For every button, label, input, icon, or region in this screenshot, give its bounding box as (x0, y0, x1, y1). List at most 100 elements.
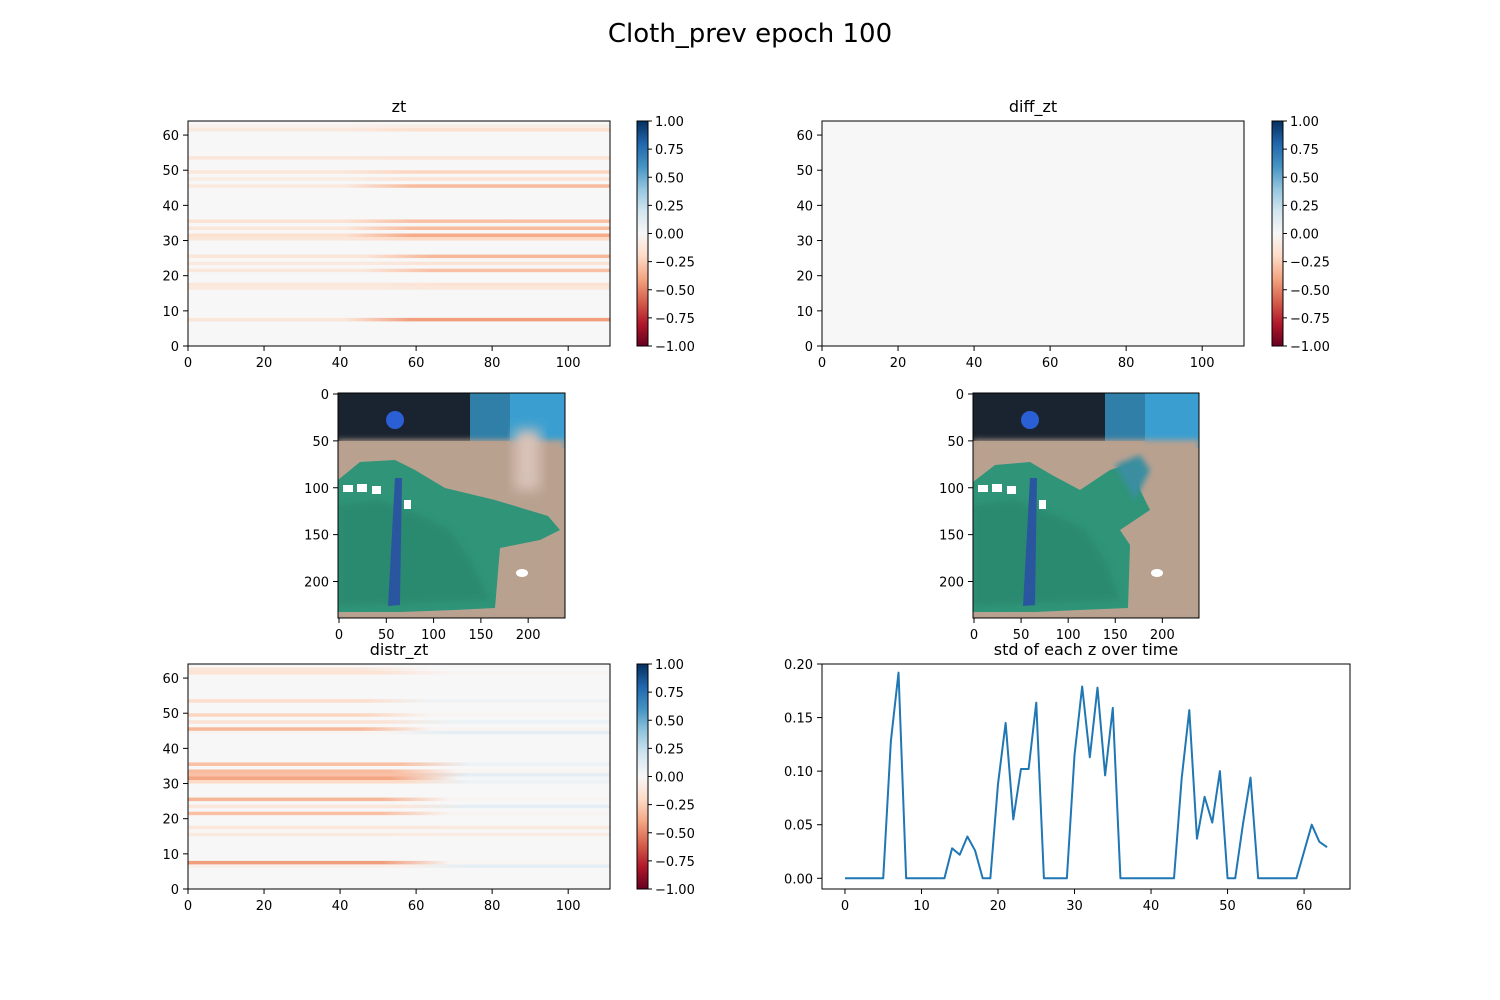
x-tick-label: 60 (408, 899, 425, 914)
x-tick-label: 60 (408, 356, 425, 371)
y-tick-label: 50 (947, 435, 964, 450)
x-tick-label: 80 (484, 356, 501, 371)
colorbar-zt (636, 120, 649, 347)
y-tick-label: 0 (805, 340, 813, 355)
line-chart-frame (821, 663, 1351, 890)
y-tick-label: 10 (796, 305, 813, 320)
colorbar-tick-label: −1.00 (655, 883, 695, 898)
x-tick-label: 100 (1190, 356, 1215, 371)
heatmap-zt-row (188, 184, 610, 188)
y-tick-label: 200 (939, 576, 964, 591)
x-tick-label: 200 (516, 628, 541, 643)
x-tick-label: 150 (468, 628, 493, 643)
y-tick-label: 100 (304, 482, 329, 497)
x-tick-label: 50 (1013, 628, 1030, 643)
x-tick-label: 100 (556, 356, 581, 371)
y-tick-label: 20 (162, 270, 179, 285)
colorbar-diff-zt (1271, 120, 1284, 347)
y-tick-label: 40 (796, 199, 813, 214)
y-tick-label: 60 (796, 129, 813, 144)
y-tick-label: 0.05 (784, 819, 813, 834)
y-tick-label: 0.10 (784, 765, 813, 780)
heatmap-zt-row (188, 170, 610, 174)
heatmap-zt-row (188, 128, 610, 132)
heatmap-distr-zt-row (188, 772, 610, 777)
y-tick-label: 50 (312, 435, 329, 450)
x-tick-label: 0 (818, 356, 826, 371)
colorbar-tick-label: −0.25 (655, 799, 695, 814)
frame-predicted-panel: 0 50 100 150 200 0 50 100 150 200 (939, 388, 1200, 643)
x-tick-label: 40 (332, 356, 349, 371)
heatmap-zt-row (188, 177, 610, 181)
heatmap-distr-zt-row (188, 699, 610, 703)
heatmap-zt-row (188, 317, 610, 322)
frame-previous-panel: 0 50 100 150 200 0 50 100 150 200 (304, 388, 566, 643)
heatmap-distr-zt-row (188, 762, 610, 766)
frame-predicted-image (973, 393, 1199, 618)
heatmap-zt-frame (187, 120, 611, 347)
x-tick-label: 0 (184, 356, 192, 371)
figure-title: Cloth_prev epoch 100 (608, 19, 892, 49)
std-line-chart-panel: std of each z over time 0 10 20 30 40 50 60 0.00… (784, 640, 1351, 914)
y-tick-label: 40 (162, 742, 179, 757)
x-tick-label: 20 (256, 356, 273, 371)
heatmap-diff-zt-title: diff_zt (1009, 97, 1057, 117)
colorbar-tick-label: 0.25 (655, 199, 684, 214)
y-tick-label: 100 (939, 482, 964, 497)
colorbar-tick-label: 0.50 (655, 714, 684, 729)
heatmap-zt-row (188, 237, 610, 241)
colorbar-tick-label: 0.75 (655, 143, 684, 158)
x-tick-label: 0 (841, 899, 849, 914)
x-tick-label: 0 (970, 628, 978, 643)
heatmap-distr-zt-row (188, 804, 610, 809)
heatmap-zt-row (188, 282, 610, 287)
colorbar-tick-label: −0.75 (655, 855, 695, 870)
x-tick-label: 0 (335, 628, 343, 643)
y-tick-label: 20 (796, 270, 813, 285)
heatmap-diff-zt-frame (821, 120, 1245, 347)
colorbar-tick-label: −0.75 (655, 312, 695, 327)
x-tick-label: 50 (378, 628, 395, 643)
heatmap-distr-zt-row (188, 860, 610, 865)
y-tick-label: 30 (162, 778, 179, 793)
heatmap-distr-zt-frame (187, 663, 611, 890)
heatmap-zt-row (188, 254, 610, 259)
colorbar-tick-label: 0.75 (1290, 143, 1319, 158)
colorbar-tick-label: −1.00 (1290, 340, 1330, 355)
y-tick-label: 40 (162, 199, 179, 214)
y-tick-label: 20 (162, 813, 179, 828)
heatmap-distr-zt-row (188, 720, 610, 724)
x-tick-label: 30 (1066, 899, 1083, 914)
x-tick-label: 60 (1042, 356, 1059, 371)
heatmap-distr-zt-panel: distr_zt 0 20 40 60 80 100 0 10 20 30 40 50 60 1.00 0.7… (162, 640, 694, 914)
x-tick-label: 100 (556, 899, 581, 914)
x-tick-label: 40 (966, 356, 983, 371)
heatmap-distr-zt-row (188, 713, 610, 717)
y-tick-label: 10 (162, 848, 179, 863)
x-tick-label: 20 (256, 899, 273, 914)
y-tick-label: 50 (796, 164, 813, 179)
heatmap-distr-zt-title: distr_zt (370, 640, 428, 660)
x-tick-label: 80 (484, 899, 501, 914)
heatmap-distr-zt-row (188, 776, 610, 781)
y-tick-label: 50 (162, 707, 179, 722)
heatmap-distr-zt-row (188, 825, 610, 830)
heatmap-distr-zt-row (188, 864, 610, 868)
colorbar-tick-label: 0.75 (655, 686, 684, 701)
x-tick-label: 200 (1150, 628, 1175, 643)
colorbar-tick-label: −0.75 (1290, 312, 1330, 327)
colorbar-tick-label: 0.50 (655, 171, 684, 186)
colorbar-tick-label: −0.50 (655, 827, 695, 842)
x-tick-label: 100 (1056, 628, 1081, 643)
heatmap-distr-zt-row (188, 769, 610, 773)
x-tick-label: 100 (421, 628, 446, 643)
line-chart-title: std of each z over time (994, 640, 1178, 659)
heatmap-distr-zt-row (188, 730, 610, 735)
colorbar-tick-label: 1.00 (655, 658, 684, 673)
y-tick-label: 0.00 (784, 872, 813, 887)
y-tick-label: 30 (162, 235, 179, 250)
heatmap-zt-row (188, 219, 610, 223)
colorbar-tick-label: −0.50 (1290, 284, 1330, 299)
heatmap-diff-zt-background (822, 121, 1244, 346)
x-tick-label: 60 (1296, 899, 1313, 914)
